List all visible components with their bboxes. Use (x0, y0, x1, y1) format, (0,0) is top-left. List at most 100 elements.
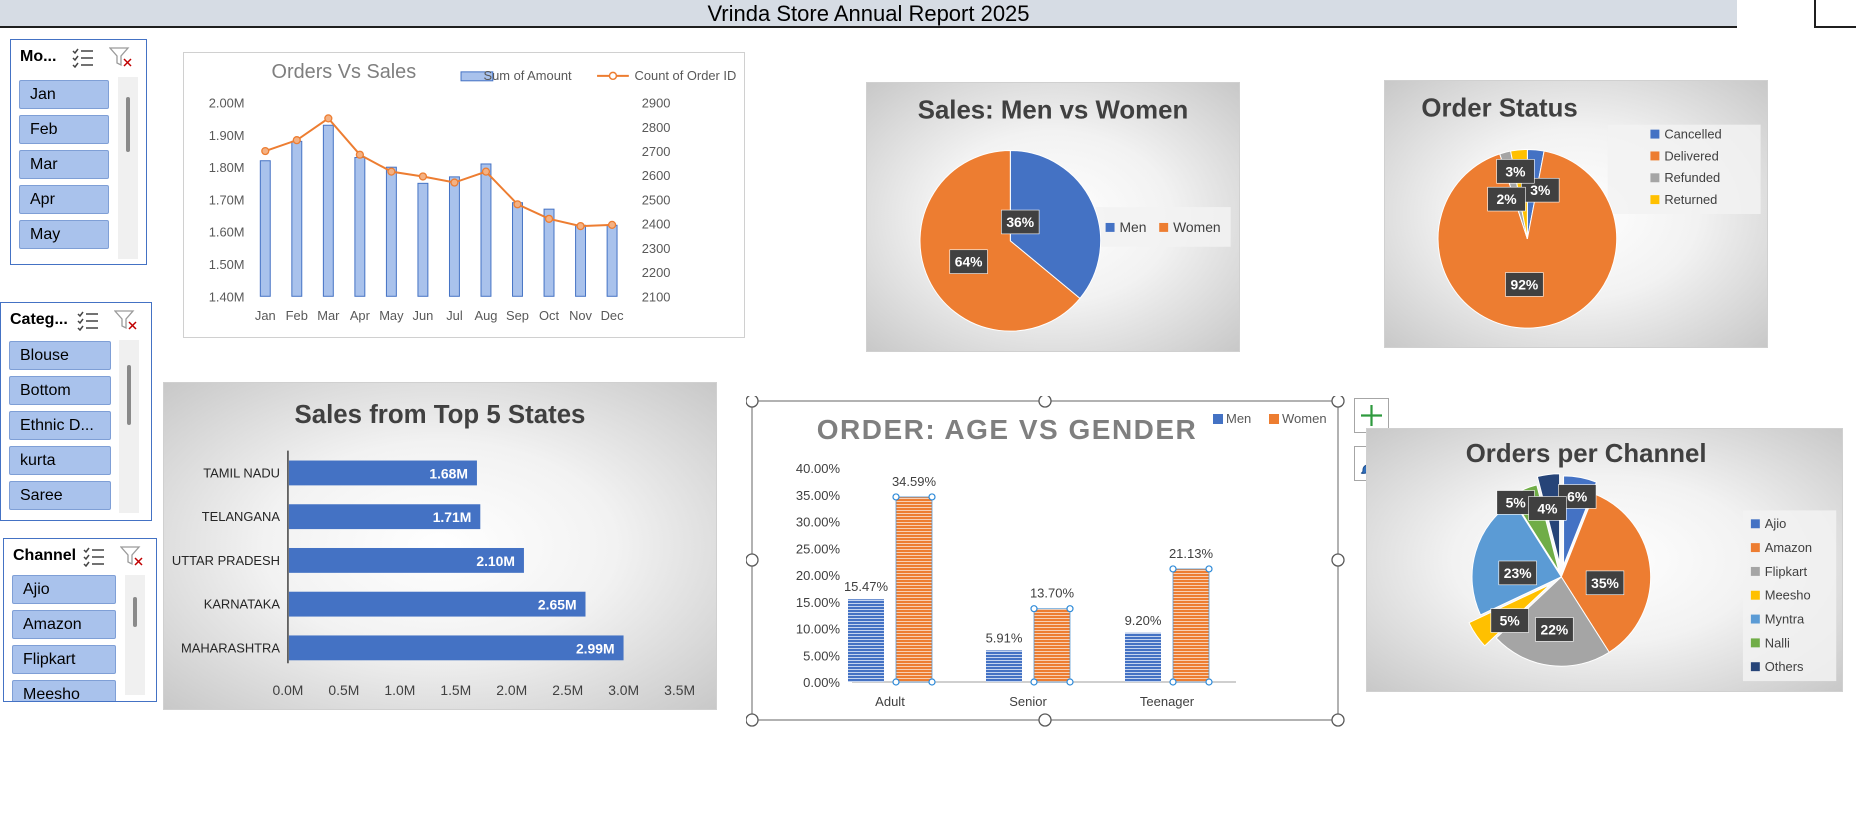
series-selection-handle (892, 678, 900, 686)
month-slicer[interactable]: Mo... Jan Feb Mar Apr May (10, 39, 147, 265)
data-label: 1.68M (429, 465, 468, 481)
legend-label-men: Men (1120, 219, 1147, 235)
slicer-item[interactable]: Blouse (9, 341, 111, 370)
orders-vs-sales-chart[interactable]: Orders Vs Sales Sum of Amount Count of O… (183, 52, 745, 338)
legend-label-flipkart: Flipkart (1765, 564, 1808, 579)
multi-select-icon[interactable] (82, 545, 106, 567)
multi-select-icon[interactable] (71, 46, 95, 68)
legend-swatch-amazon (1750, 543, 1760, 553)
slicer-title: Mo... (20, 48, 57, 65)
series-selection-handle (1030, 605, 1038, 613)
data-label-box (1490, 608, 1529, 633)
point-count-of-order-id (513, 200, 522, 209)
bar-sum-of-amount (480, 163, 492, 297)
data-label: 5% (1506, 494, 1526, 510)
data-label: 3% (1505, 163, 1525, 179)
slicer-item[interactable]: Meesho (12, 680, 116, 701)
slicer-item[interactable]: Mar (19, 150, 109, 179)
slicer-item[interactable]: kurta (9, 446, 111, 475)
slicer-item[interactable]: Bottom (9, 376, 111, 405)
clear-filter-icon[interactable] (120, 545, 144, 567)
series-selection-handle (892, 493, 900, 501)
top-states-chart[interactable]: Sales from Top 5 States TAMIL NADU 1.68M T… (163, 382, 717, 710)
point-count-of-order-id (261, 146, 270, 156)
y-tick-label: UTTAR PRADESH (172, 553, 280, 568)
legend-swatch-women (1269, 414, 1279, 424)
bar-women (1033, 608, 1071, 683)
multi-select-icon[interactable] (76, 309, 100, 331)
order-status-chart[interactable]: Order Status 3% 92% 2% 3% Cancelled Delivered… (1384, 80, 1768, 348)
clear-filter-icon[interactable] (114, 309, 138, 331)
bar-state (288, 591, 586, 617)
slicer-header: Categ... (1, 303, 151, 335)
add-chart-element-button[interactable] (1354, 398, 1389, 433)
clear-filter-icon[interactable] (109, 46, 133, 68)
y-tick-label: KARNATAKA (204, 597, 281, 612)
age-vs-gender-chart[interactable]: ORDER: AGE VS GENDER Men Women 40.00% 35.… (746, 396, 1350, 729)
data-label: 2.65M (538, 597, 577, 613)
data-label-box (1585, 570, 1625, 596)
bar-sum-of-amount (512, 202, 523, 297)
legend-swatch-others (1750, 662, 1760, 672)
x-tick-label: Mar (317, 308, 340, 323)
legend-swatch-refunded (1650, 173, 1660, 183)
data-label-box (1001, 209, 1040, 235)
x-tick-label: Jul (446, 308, 462, 323)
data-label-box (1498, 560, 1537, 586)
x-tick-label: 2.5M (552, 682, 583, 698)
selection-handles[interactable] (746, 396, 1345, 727)
x-tick-label: Nov (569, 308, 592, 323)
data-label: 21.13% (1169, 546, 1214, 561)
y-right-tick-label: 2300 (642, 241, 671, 256)
bar-state (288, 504, 481, 530)
slicer-item[interactable]: Jan (19, 80, 109, 109)
y-left-tick-label: 2.00M (209, 96, 245, 111)
data-label: 9.20% (1125, 613, 1162, 628)
x-tick-label: Aug (475, 308, 498, 323)
data-label: 35% (1591, 575, 1619, 591)
category-slicer[interactable]: Categ... Blouse Bottom Ethnic D... kurta… (0, 302, 152, 521)
slicer-item[interactable]: Ethnic D... (9, 411, 111, 440)
data-label: 64% (955, 254, 983, 270)
y-tick-label: 30.00% (796, 515, 841, 530)
data-label: 5% (1500, 613, 1520, 629)
bar-sum-of-amount (385, 166, 397, 297)
slicer-item[interactable]: Ajio (12, 575, 116, 604)
slicer-scrollbar[interactable] (119, 340, 139, 513)
legend-swatch-women (1159, 222, 1169, 232)
bar-state (288, 460, 477, 486)
slicer-item[interactable]: Amazon (12, 610, 116, 639)
point-count-of-order-id (607, 220, 617, 230)
slicer-item[interactable]: Flipkart (12, 645, 116, 674)
legend-label-sum-of-amount: Sum of Amount (483, 68, 572, 83)
y-right-tick-label: 2200 (642, 265, 671, 280)
legend-label-women: Women (1282, 411, 1327, 426)
sales-men-women-chart[interactable]: Sales: Men vs Women 36% 64% Men Women (866, 82, 1240, 352)
slicer-scrollbar[interactable] (118, 77, 138, 259)
bar-sum-of-amount (259, 160, 271, 297)
y-left-tick-label: 1.50M (209, 257, 245, 272)
data-label-box (1535, 617, 1574, 642)
pie-slice-delivered (1437, 150, 1618, 329)
x-tick-label: Jun (413, 308, 434, 323)
data-label-box (1487, 186, 1526, 212)
bar-men (848, 599, 884, 682)
slicer-item[interactable]: Apr (19, 185, 109, 214)
legend-label-cancelled: Cancelled (1664, 127, 1721, 142)
point-count-of-order-id (418, 172, 428, 181)
bar-sum-of-amount (448, 176, 460, 297)
slicer-item[interactable]: May (19, 220, 109, 249)
slicer-header: Mo... (11, 40, 146, 72)
slicer-item[interactable]: Feb (19, 115, 109, 144)
orders-per-channel-chart[interactable]: Orders per Channel 6% 35% 22% 5% 23% 5% 4% Ajio… (1366, 428, 1843, 692)
point-count-of-order-id (324, 114, 333, 123)
legend-swatch-cancelled (1650, 129, 1660, 139)
data-label: 23% (1504, 565, 1532, 581)
slicer-scrollbar[interactable] (125, 575, 145, 695)
slicer-item[interactable]: Saree (9, 481, 111, 510)
bar-sum-of-amount (322, 124, 334, 297)
channel-slicer[interactable]: Channel Ajio Amazon Flipkart Meesho (3, 538, 157, 702)
legend-label-myntra: Myntra (1765, 612, 1805, 627)
x-tick-label: 0.0M (272, 682, 303, 698)
y-tick-label: 0.00% (803, 675, 840, 690)
